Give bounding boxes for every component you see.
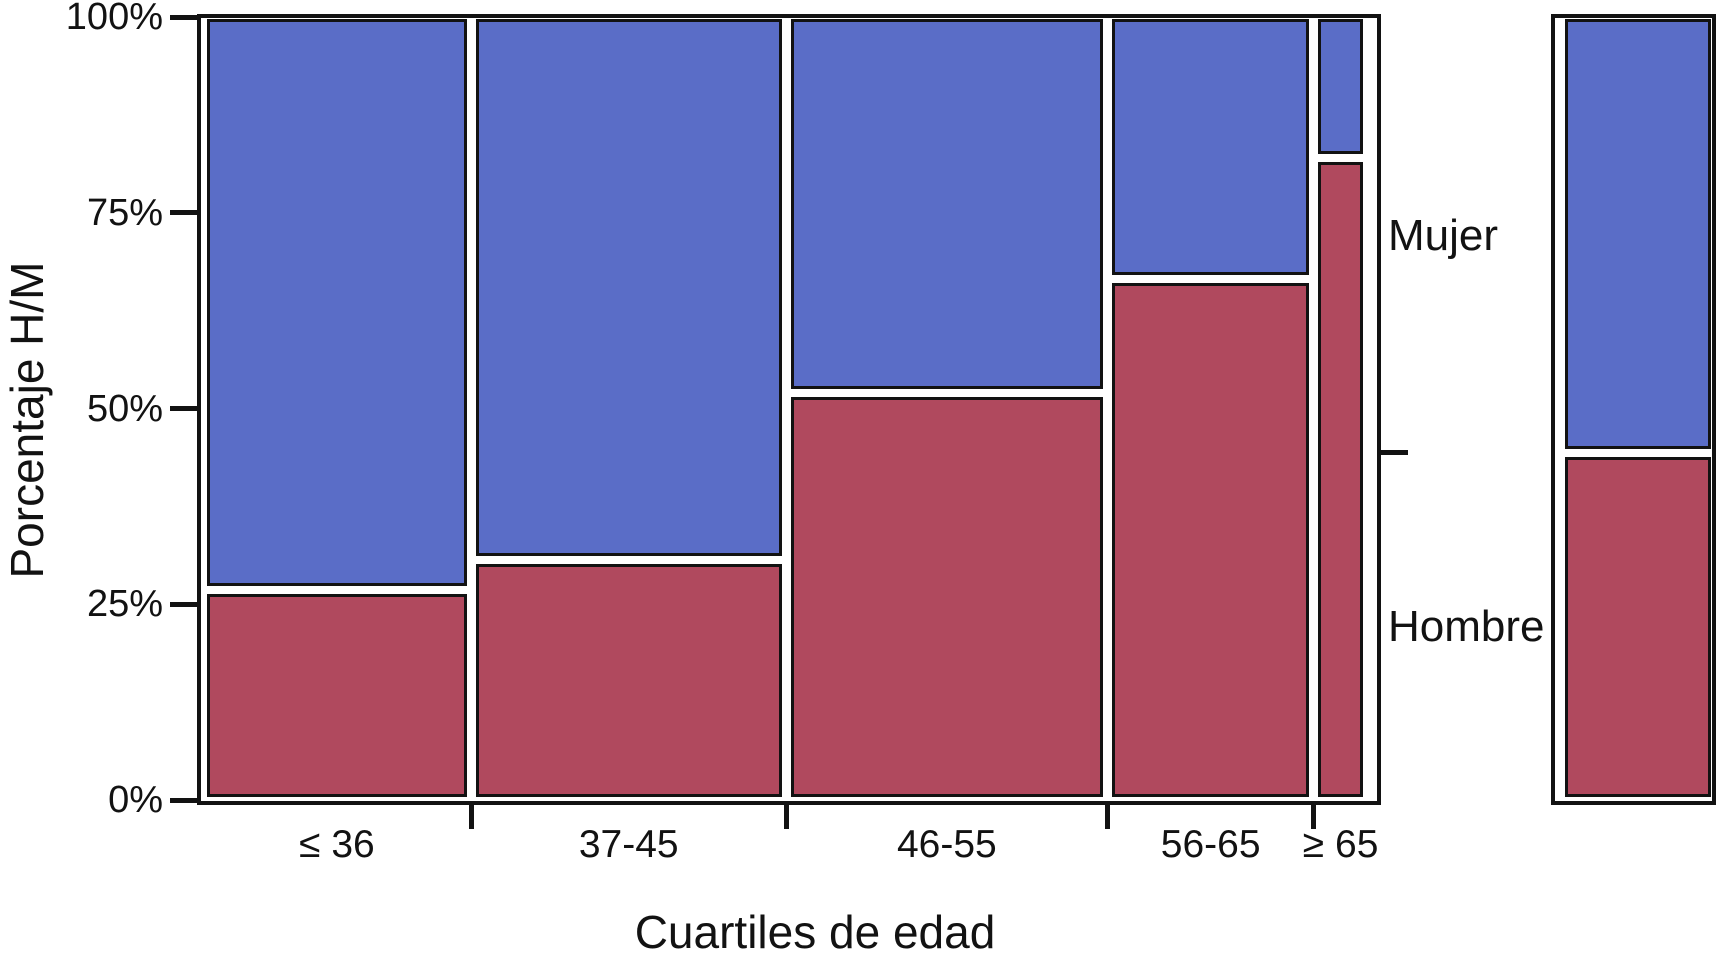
- main-plot-frame: [197, 14, 1381, 805]
- overall-split-tick: [1381, 450, 1408, 455]
- segment-hombre: [790, 396, 1104, 797]
- x-category-label: 37-45: [578, 823, 679, 866]
- y-tick-mark: [170, 797, 197, 803]
- x-tick-mark: [1105, 805, 1111, 829]
- segment-hombre: [1112, 283, 1310, 797]
- y-tick-mark: [170, 406, 197, 411]
- x-tick-mark: [783, 805, 789, 829]
- segment-hombre: [475, 563, 782, 797]
- y-tick-label: 100%: [65, 0, 163, 38]
- segment-mujer: [1112, 19, 1310, 276]
- bar-column-4: [1112, 19, 1310, 797]
- row-label-hombre: Hombre: [1388, 602, 1545, 651]
- segment-mujer: [207, 19, 467, 586]
- marginal-segment-hombre: [1565, 457, 1711, 797]
- y-tick-label: 75%: [86, 191, 163, 234]
- x-category-label: ≥ 65: [1302, 823, 1379, 866]
- row-label-mujer: Mujer: [1388, 211, 1499, 260]
- segment-mujer: [475, 19, 782, 556]
- marginal-segment-mujer: [1565, 19, 1711, 450]
- bar-column-5: [1318, 19, 1364, 797]
- y-tick-mark: [170, 210, 197, 216]
- bar-column-2: [475, 19, 782, 797]
- y-tick-label: 25%: [86, 583, 163, 626]
- y-tick-mark: [170, 14, 197, 20]
- segment-hombre: [207, 593, 467, 797]
- x-category-cell: 56-65: [1112, 820, 1309, 870]
- bar-column-1: [207, 19, 467, 797]
- segment-mujer: [1318, 19, 1364, 154]
- marginal-bar: [1565, 19, 1711, 797]
- x-category-label: 46-55: [896, 823, 997, 866]
- x-tick-mark: [1311, 805, 1317, 829]
- bar-column-3: [790, 19, 1104, 797]
- x-category-cell: 46-55: [791, 820, 1103, 870]
- x-category-label: ≤ 36: [299, 823, 375, 866]
- marginal-plot-frame: [1551, 14, 1716, 805]
- y-tick-label: 0%: [108, 779, 163, 821]
- x-category-cell: 37-45: [476, 820, 782, 870]
- y-tick-mark: [170, 601, 197, 607]
- bars-area: [207, 19, 1364, 797]
- x-axis-labels: ≤ 36 37-45 46-55 56-65 ≥ 65: [207, 820, 1379, 870]
- segment-mujer: [790, 19, 1104, 389]
- x-tick-mark: [468, 805, 474, 829]
- x-category-label: 56-65: [1160, 823, 1261, 866]
- x-category-cell: ≤ 36: [207, 820, 467, 870]
- segment-hombre: [1318, 161, 1364, 797]
- x-axis-title: Cuartiles de edad: [634, 906, 996, 958]
- y-tick-label: 50%: [86, 387, 163, 430]
- x-category-cell: ≥ 65: [1303, 820, 1379, 870]
